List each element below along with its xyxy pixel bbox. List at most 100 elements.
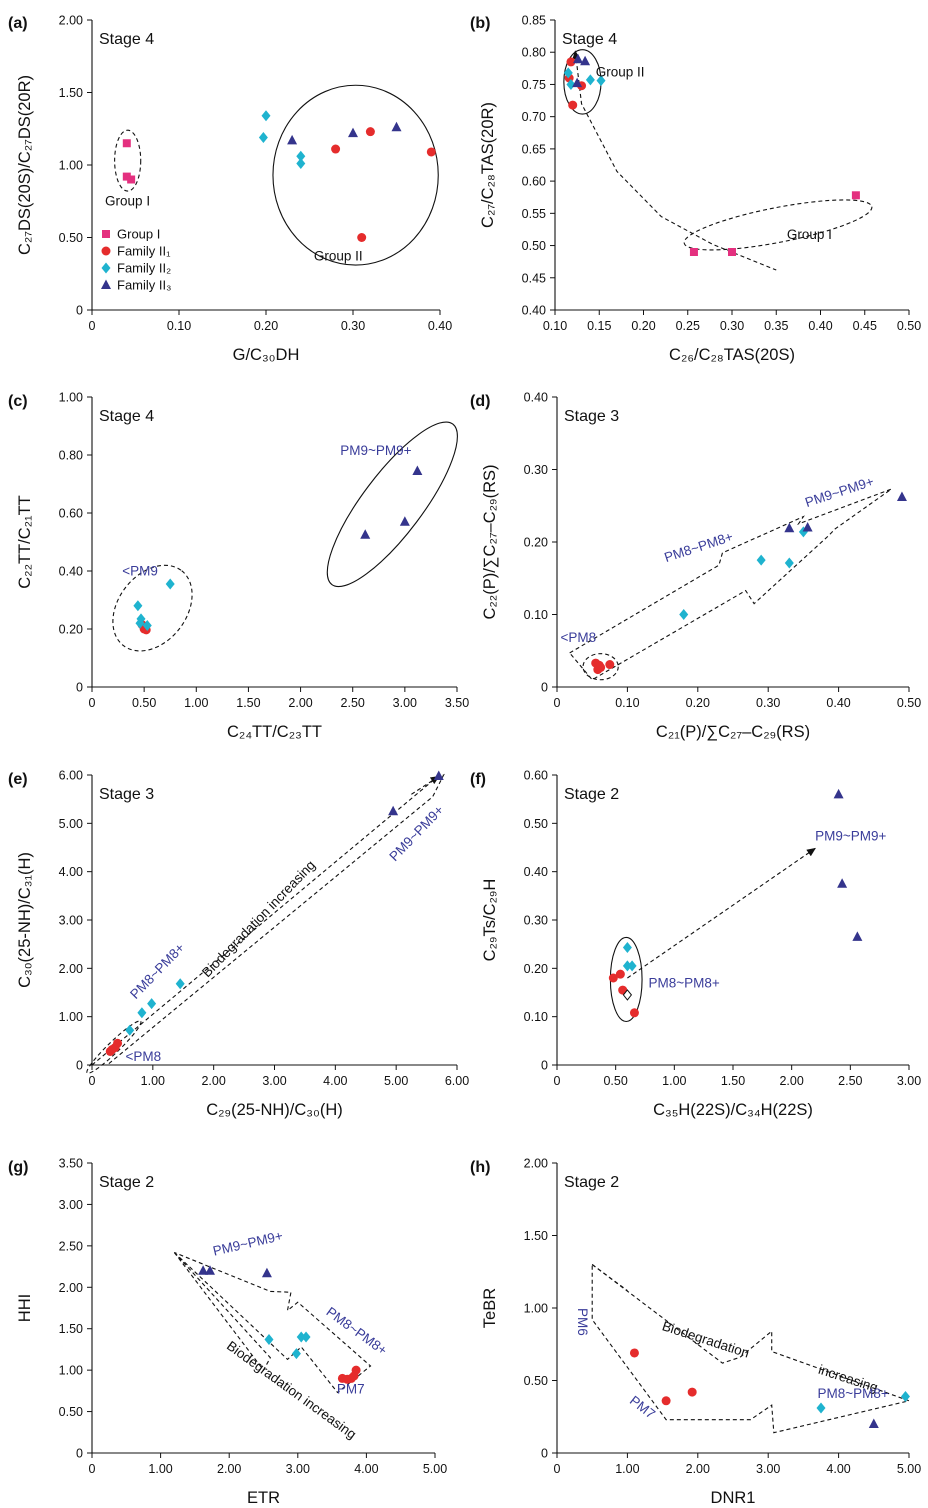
- y-tick-label: 0.80: [522, 46, 546, 60]
- y-tick-label: 0.10: [524, 1010, 548, 1024]
- x-tick-label: 5.00: [897, 1462, 921, 1476]
- data-point: [296, 158, 306, 170]
- y-tick-label: 0.10: [524, 608, 548, 622]
- panel-letter: (b): [470, 15, 490, 32]
- data-point: [264, 1333, 274, 1345]
- data-point: [627, 960, 637, 972]
- legend-entry: Family II₁: [117, 244, 171, 259]
- y-tick-label: 0.30: [524, 914, 548, 928]
- annotation-label: PM6: [575, 1308, 590, 1336]
- annotation-label: PM9~PM9+: [803, 474, 876, 510]
- x-tick-label: 0: [554, 1074, 561, 1088]
- x-tick-label: 2.00: [201, 1074, 225, 1088]
- panel-letter: (h): [470, 1159, 490, 1176]
- data-point: [258, 131, 268, 143]
- x-tick-label: 3.00: [897, 1074, 921, 1088]
- x-tick-label: 0.50: [603, 1074, 627, 1088]
- x-tick-label: 0.30: [720, 319, 744, 333]
- annotation-label: Group I: [105, 194, 150, 209]
- x-tick-label: 0.20: [254, 319, 278, 333]
- trend-arrow: [411, 775, 440, 795]
- x-tick-label: 0.35: [764, 319, 788, 333]
- data-point: [147, 998, 157, 1010]
- y-tick-label: 0.40: [524, 391, 548, 405]
- annotation-label: Group I: [787, 227, 832, 242]
- y-tick-label: 1.50: [59, 1322, 83, 1336]
- legend-marker: [101, 279, 111, 289]
- y-tick-label: 1.00: [524, 1302, 548, 1316]
- group-ellipse: [683, 199, 873, 251]
- x-tick-label: 3.50: [445, 696, 469, 710]
- chart-panel-a: 0 0.10 0.20 0.30 0.40 0 0.50 1.00 1.50 2.00 G/C₃₀D…: [8, 14, 452, 365]
- y-axis-title: C₂₂(P)/∑C₂₇–C₂₉(RS): [481, 464, 499, 619]
- x-tick-label: 0.40: [826, 696, 850, 710]
- y-tick-label: 0: [76, 1447, 83, 1461]
- data-point: [816, 1402, 826, 1414]
- y-tick-label: 1.50: [524, 1229, 548, 1243]
- data-point: [348, 127, 358, 138]
- x-tick-label: 0.20: [686, 696, 710, 710]
- x-tick-label: 0.10: [543, 319, 567, 333]
- data-point: [137, 1007, 147, 1019]
- legend-entry: Family II₃: [117, 278, 171, 293]
- y-tick-label: 0.20: [59, 623, 83, 637]
- x-tick-label: 0.50: [897, 319, 921, 333]
- trend-arrow-outline: [173, 1252, 272, 1372]
- x-tick-label: 3.00: [756, 1462, 780, 1476]
- y-tick-label: 4.00: [59, 865, 83, 879]
- x-tick-label: 0.15: [587, 319, 611, 333]
- y-tick-label: 5.00: [59, 817, 83, 831]
- x-tick-label: 4.00: [826, 1462, 850, 1476]
- annotation-label: <PM9: [122, 563, 158, 578]
- y-tick-label: 0.50: [59, 231, 83, 245]
- x-tick-label: 2.00: [217, 1462, 241, 1476]
- data-point: [622, 960, 632, 972]
- x-tick-label: 1.00: [662, 1074, 686, 1088]
- x-tick-label: 0.30: [756, 696, 780, 710]
- x-tick-label: 0: [89, 696, 96, 710]
- y-tick-label: 0.60: [524, 769, 548, 783]
- annotation-label: PM9~PM9+: [340, 443, 411, 458]
- y-tick-label: 0.20: [524, 536, 548, 550]
- data-point: [391, 121, 402, 132]
- y-tick-label: 0.30: [524, 463, 548, 477]
- data-point: [107, 1045, 117, 1055]
- data-point: [365, 127, 375, 137]
- y-tick-label: 0.50: [59, 1405, 83, 1419]
- trend-arrow-outline: [90, 773, 445, 1066]
- y-axis-title: HHI: [16, 1294, 34, 1322]
- y-tick-label: 0.50: [524, 1374, 548, 1388]
- data-point: [852, 931, 863, 941]
- data-point: [142, 620, 152, 632]
- group-ellipse: [114, 129, 142, 192]
- x-tick-label: 0.40: [428, 319, 452, 333]
- y-tick-label: 2.00: [59, 962, 83, 976]
- annotation-label: PM7: [337, 1381, 365, 1396]
- x-tick-label: 5.00: [384, 1074, 408, 1088]
- data-point: [125, 1024, 135, 1036]
- legend-entry: Group I: [117, 227, 160, 242]
- data-point: [566, 78, 576, 90]
- data-point: [833, 788, 844, 799]
- data-point: [837, 878, 848, 888]
- data-point: [728, 248, 736, 256]
- data-point: [784, 522, 795, 533]
- x-axis-title: C₂₉(25-NH)/C₃₀(H): [206, 1101, 343, 1119]
- data-point: [784, 557, 794, 569]
- y-tick-label: 0.50: [524, 817, 548, 831]
- data-point: [331, 144, 341, 154]
- x-tick-label: 0.25: [676, 319, 700, 333]
- annotation-label: Group II: [596, 65, 645, 80]
- y-tick-label: 6.00: [59, 769, 83, 783]
- data-point: [679, 609, 689, 620]
- annotation-label: PM8~PM8+: [662, 529, 735, 565]
- group-ellipse: [582, 653, 619, 681]
- chart-panel-b: 0.10 0.15 0.20 0.25 0.30 0.35 0.40 0.45 0.50 0.40…: [470, 14, 921, 365]
- stage-label: Stage 4: [99, 31, 154, 48]
- data-point: [360, 529, 371, 539]
- data-point: [122, 139, 131, 148]
- group-ellipse: [272, 84, 439, 266]
- y-tick-label: 1.00: [59, 391, 83, 405]
- data-point: [175, 978, 185, 990]
- x-axis-title: ETR: [247, 1489, 280, 1507]
